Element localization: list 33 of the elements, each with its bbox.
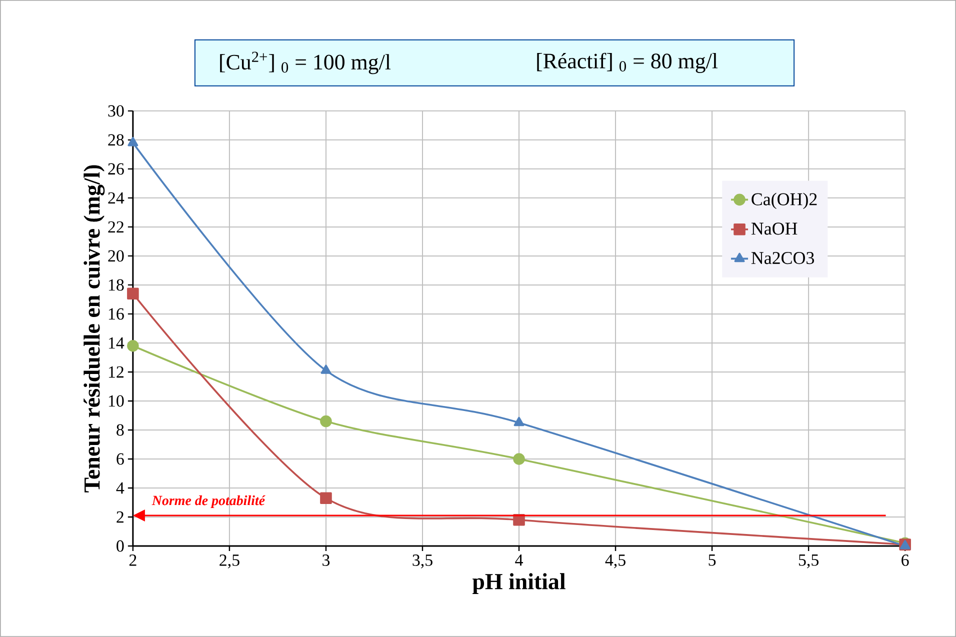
y-tick-label: 24 bbox=[108, 192, 124, 204]
y-tick-label: 4 bbox=[116, 482, 124, 494]
y-tick-label: 22 bbox=[108, 221, 124, 233]
y-tick-label: 12 bbox=[108, 366, 124, 378]
ref-line-label: Norme de potabilité bbox=[152, 495, 266, 508]
y-tick-label: 6 bbox=[116, 453, 124, 465]
y-tick-label: 18 bbox=[108, 279, 124, 291]
y-tick-label: 28 bbox=[108, 134, 124, 146]
y-tick-label: 20 bbox=[108, 250, 124, 262]
legend-label: NaOH bbox=[751, 222, 798, 235]
y-tick-label: 26 bbox=[108, 163, 124, 175]
y-tick-label: 14 bbox=[108, 337, 124, 349]
x-tick-label: 3 bbox=[322, 554, 330, 566]
y-tick-label: 30 bbox=[108, 105, 124, 117]
chart-title: [Cu$^{2+}$] $_{0}$ = 100 mg/l bbox=[220, 52, 391, 74]
y-tick-label: 2 bbox=[116, 511, 124, 523]
x-tick-label: 4,5 bbox=[605, 554, 626, 568]
x-tick-label: 5 bbox=[708, 554, 716, 566]
x-axis-title: pH initial bbox=[472, 573, 566, 594]
legend-label: Ca(OH)2 bbox=[752, 192, 817, 210]
x-tick-label: 4 bbox=[515, 554, 523, 566]
x-tick-label: 3,5 bbox=[412, 554, 432, 568]
x-tick-label: 5,5 bbox=[798, 554, 818, 568]
chart-subtitle: [Réactif] $_{0}$ = 80 mg/l bbox=[537, 52, 718, 74]
y-tick-label: 0 bbox=[116, 540, 124, 552]
x-tick-label: 6 bbox=[902, 554, 909, 566]
y-tick-label: 10 bbox=[108, 395, 124, 407]
y-tick-label: 8 bbox=[116, 424, 124, 436]
x-tick-label: 2,5 bbox=[220, 554, 240, 568]
y-axis-title: Teneur résiduelle en cuivre (mg/l) bbox=[84, 165, 105, 492]
y-tick-label: 16 bbox=[108, 308, 124, 320]
legend-label: Na2CO3 bbox=[751, 252, 814, 264]
x-tick-label: 2 bbox=[129, 554, 136, 566]
